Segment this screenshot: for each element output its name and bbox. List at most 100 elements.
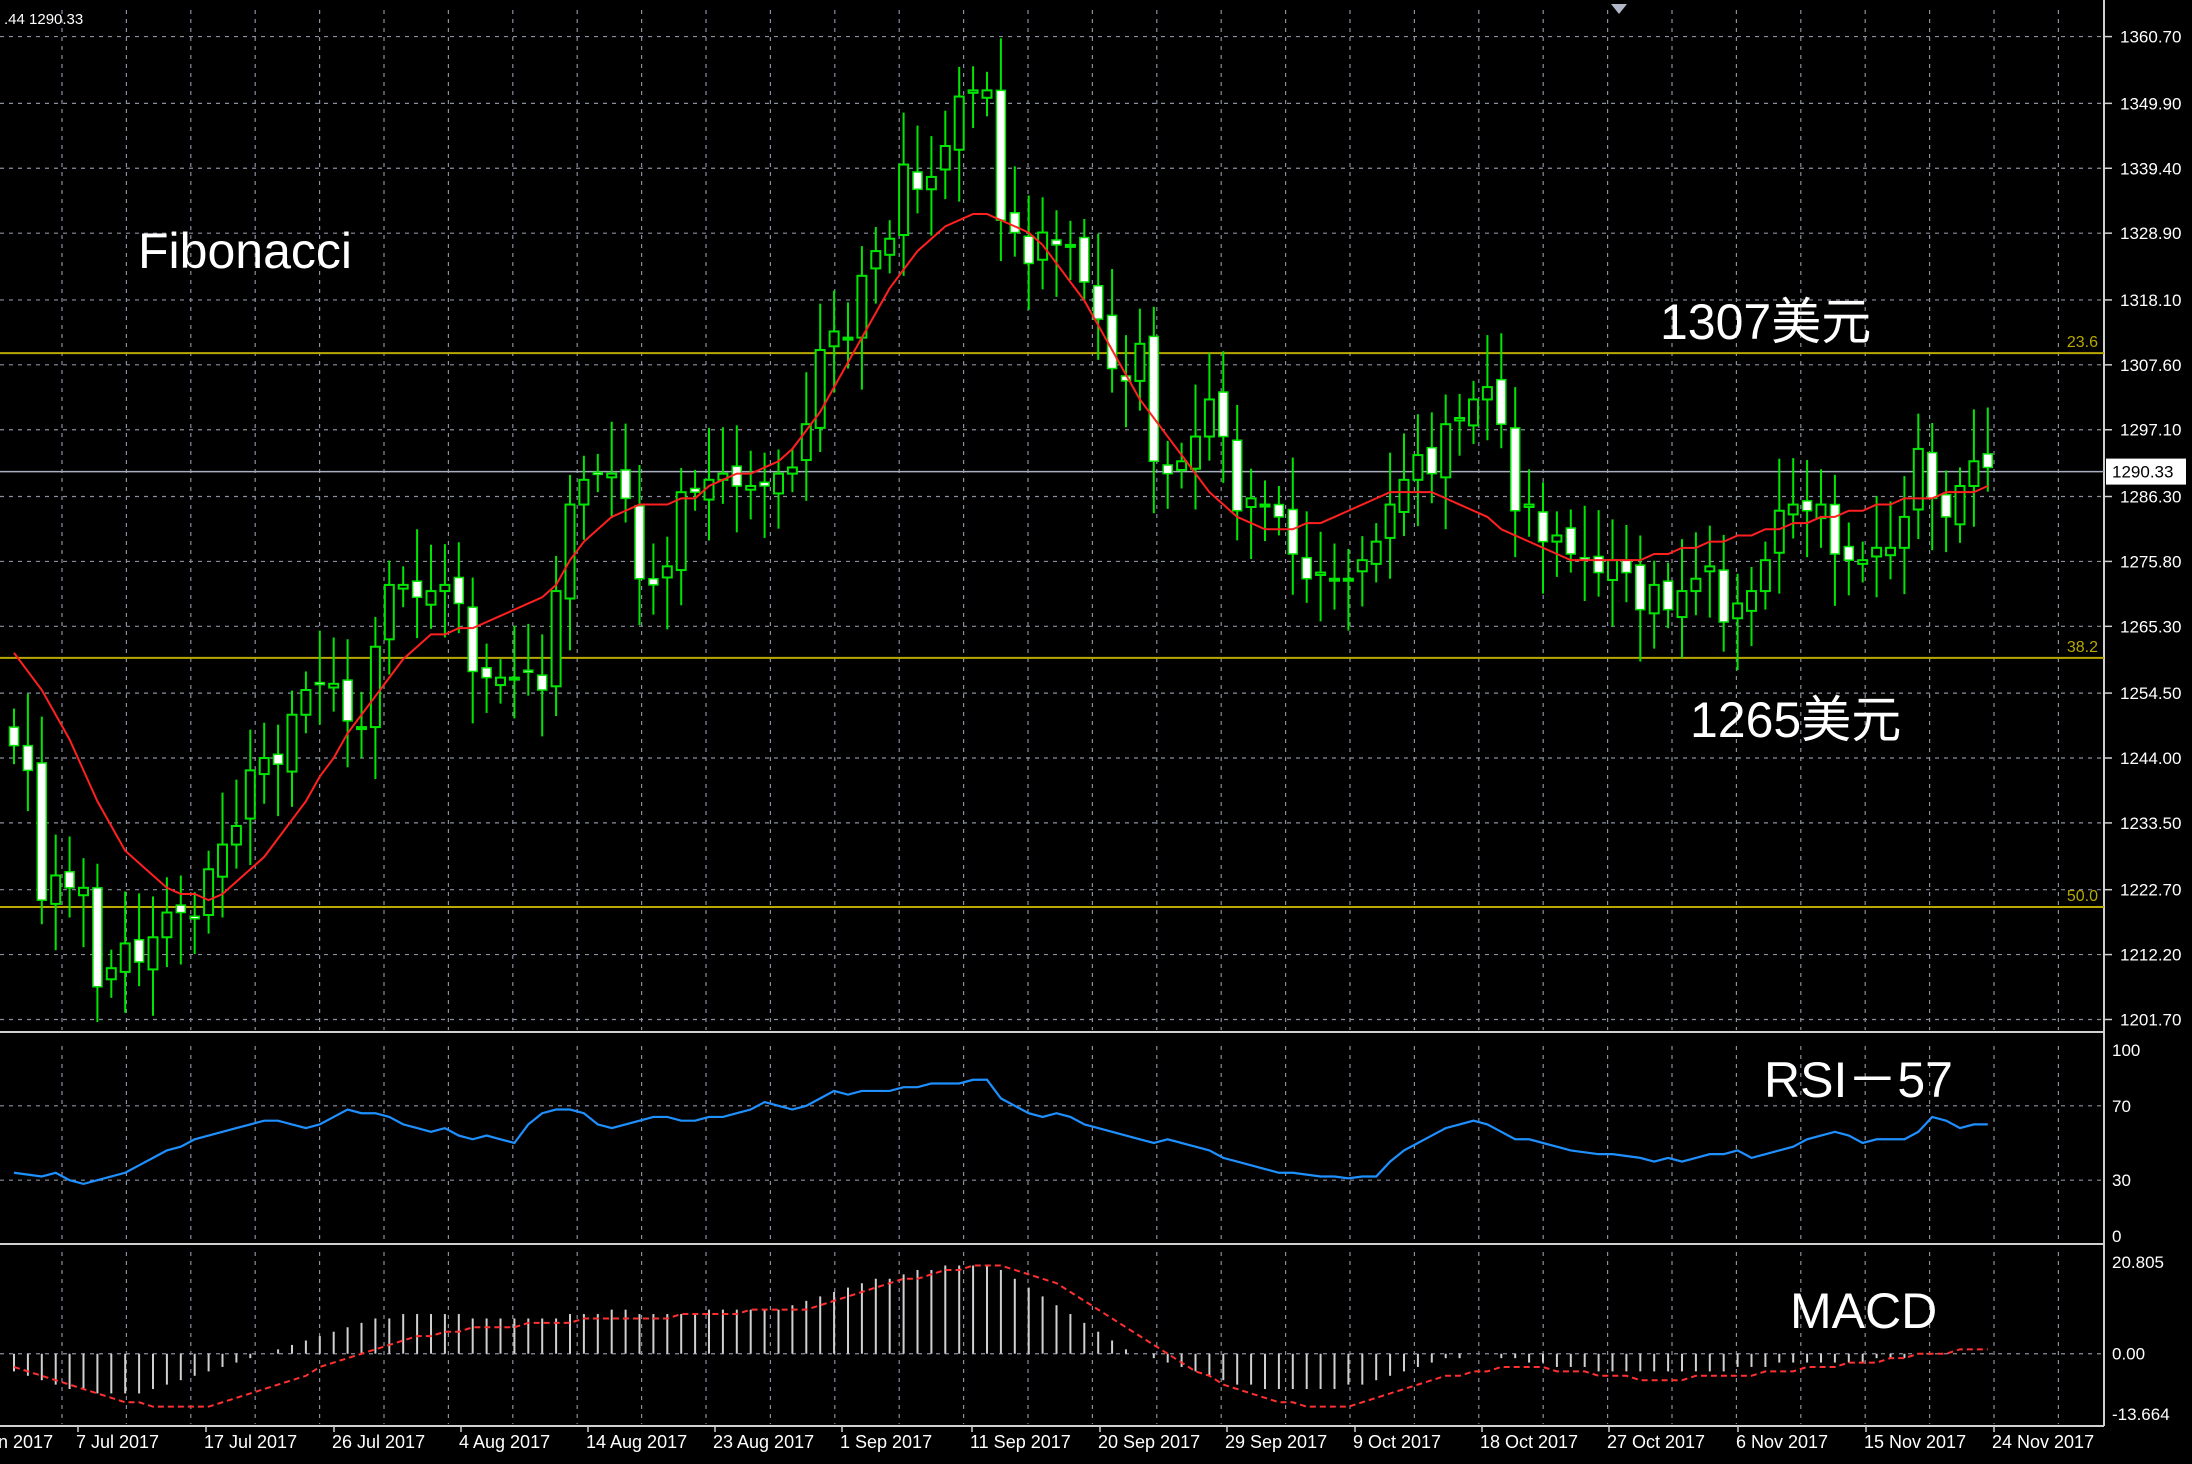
candle-body-bear — [175, 904, 187, 914]
candle-body-bull — [1676, 590, 1688, 619]
price-tick-label: 1318.10 — [2120, 291, 2181, 310]
candle-body-bull — [1468, 398, 1479, 427]
candle-body-bear — [1106, 314, 1118, 370]
candle-body-bull — [78, 886, 89, 897]
candle-body-bull — [606, 472, 618, 479]
candle-body-bear — [92, 887, 103, 988]
price-tick-label: 1254.50 — [2120, 684, 2181, 703]
rsi-tick-label: 30 — [2112, 1171, 2131, 1190]
candle-body-bear — [342, 679, 353, 722]
candle-body-bull — [1315, 571, 1327, 577]
date-label: 15 Nov 2017 — [1864, 1432, 1966, 1452]
date-label: 29 Sep 2017 — [1225, 1432, 1327, 1452]
candle-body-bull — [217, 843, 228, 878]
candle-body-bull — [1912, 447, 1924, 511]
fib-level-label: 23.6 — [2067, 334, 2098, 351]
candle-body-bear — [1231, 439, 1243, 512]
candle-body-bull — [856, 274, 868, 339]
candle-body-bear — [1218, 391, 1229, 438]
candle-body-bear — [1982, 453, 1994, 469]
candle-body-bull — [786, 466, 798, 475]
candle-body-bull — [925, 175, 937, 191]
candle-body-bear — [620, 469, 631, 500]
price-tick-label: 1233.50 — [2120, 814, 2181, 833]
top-left-label: .44 1290.33 — [4, 11, 83, 28]
macd-tick-label: -13.664 — [2112, 1405, 2170, 1424]
candle-body-bear — [1593, 555, 1604, 574]
candle-body-bear — [1148, 335, 1160, 463]
candle-body-bull — [842, 336, 854, 341]
fibonacci-levels: 23.6 38.2 50.0 — [0, 334, 2104, 908]
candle-body-bear — [1718, 569, 1729, 623]
candle-body-bear — [912, 171, 923, 191]
candle-body-bull — [50, 874, 62, 905]
candle-body-bear — [648, 577, 659, 586]
candle-body-bull — [369, 645, 381, 729]
candle-body-bear — [8, 726, 20, 747]
candle-body-bull — [1356, 559, 1368, 573]
candle-body-bull — [119, 942, 131, 973]
candle-body-bull — [383, 583, 395, 641]
date-label: 18 Oct 2017 — [1480, 1432, 1578, 1452]
candle-body-bull — [967, 89, 979, 94]
macd-panel: 20.805 0.00 -13.664 — [0, 1253, 2170, 1424]
candle-body-bear — [1162, 464, 1173, 475]
candlestick-series — [8, 38, 1994, 1022]
date-label: 24 Nov 2017 — [1992, 1432, 2094, 1452]
candle-body-bear — [1829, 503, 1841, 555]
price-tick-label: 1265.30 — [2120, 617, 2181, 636]
candle-body-bull — [1787, 503, 1799, 516]
candle-body-bull — [578, 478, 590, 506]
candle-body-bull — [1259, 503, 1271, 508]
candle-body-bull — [1607, 559, 1618, 581]
candle-body-bear — [1509, 427, 1521, 512]
candle-body-bull — [1732, 602, 1744, 620]
candle-body-bear — [1565, 527, 1577, 555]
lower-level-label: 1265美元 — [1690, 692, 1902, 748]
candle-body-bear — [481, 666, 492, 679]
date-label: 11 Sep 2017 — [970, 1432, 1071, 1452]
candle-body-bull — [1690, 577, 1702, 593]
candle-body-bull — [1245, 497, 1257, 509]
candle-body-bull — [1551, 534, 1563, 543]
candle-body-bull — [1898, 515, 1910, 549]
price-tick-label: 1360.70 — [2120, 28, 2181, 47]
candle-body-bull — [328, 682, 340, 689]
candle-body-bear — [592, 471, 604, 476]
candle-body-bear — [995, 89, 1007, 221]
candle-body-bear — [411, 580, 423, 599]
macd-label: MACD — [1790, 1283, 1938, 1339]
macd-signal-line — [13, 1264, 1988, 1408]
candle-body-bull — [1759, 559, 1771, 593]
candle-body-bear — [634, 505, 645, 580]
candle-body-bear — [272, 753, 284, 765]
candle-body-bear — [689, 487, 701, 493]
candle-body-bear — [1926, 451, 1938, 500]
candle-body-bull — [1370, 540, 1382, 565]
date-label: 7 Jul 2017 — [76, 1432, 159, 1452]
candle-body-bear — [1273, 503, 1285, 518]
rsi-panel: 100 70 30 0 — [0, 1041, 2140, 1246]
candle-body-bull — [884, 237, 896, 256]
current-price-label: 1290.33 — [2112, 463, 2173, 482]
date-label: 14 Aug 2017 — [586, 1432, 687, 1452]
candle-body-bear — [1801, 500, 1813, 512]
candle-body-bull — [1398, 478, 1410, 513]
scroll-marker-icon[interactable] — [1611, 4, 1627, 14]
candle-body-bear — [1051, 239, 1062, 246]
candle-body-bear — [523, 669, 534, 673]
fib-level-label: 38.2 — [2067, 639, 2098, 656]
candle-body-bull — [1176, 460, 1188, 471]
candle-body-bull — [661, 565, 673, 579]
rsi-label: RSI－57 — [1764, 1052, 1953, 1108]
candle-body-bull — [161, 911, 173, 939]
candle-body-bull — [773, 472, 784, 495]
candle-body-bear — [536, 674, 548, 691]
candle-body-bull — [981, 89, 993, 99]
candle-body-bull — [898, 163, 910, 237]
price-tick-label: 1275.80 — [2120, 552, 2181, 571]
date-label: 6 Jun 2017 — [0, 1432, 53, 1452]
candle-body-bull — [939, 145, 951, 171]
